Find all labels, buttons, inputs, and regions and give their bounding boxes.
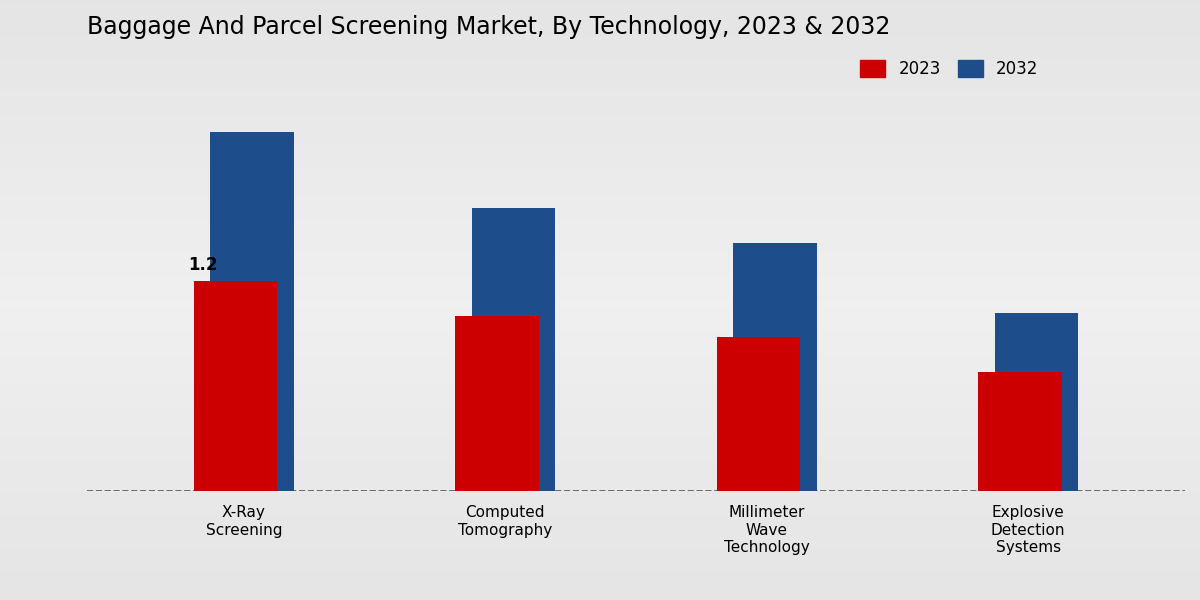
Text: Baggage And Parcel Screening Market, By Technology, 2023 & 2032: Baggage And Parcel Screening Market, By … bbox=[88, 15, 890, 39]
Bar bbox=[193, 281, 277, 491]
Bar bbox=[210, 132, 294, 491]
Bar bbox=[978, 372, 1062, 491]
Bar bbox=[472, 208, 556, 491]
Bar bbox=[733, 242, 817, 491]
Bar bbox=[995, 313, 1079, 491]
Text: 1.2: 1.2 bbox=[188, 256, 218, 274]
Bar bbox=[455, 316, 539, 491]
Bar bbox=[716, 337, 800, 491]
Legend: 2023, 2032: 2023, 2032 bbox=[853, 53, 1045, 85]
